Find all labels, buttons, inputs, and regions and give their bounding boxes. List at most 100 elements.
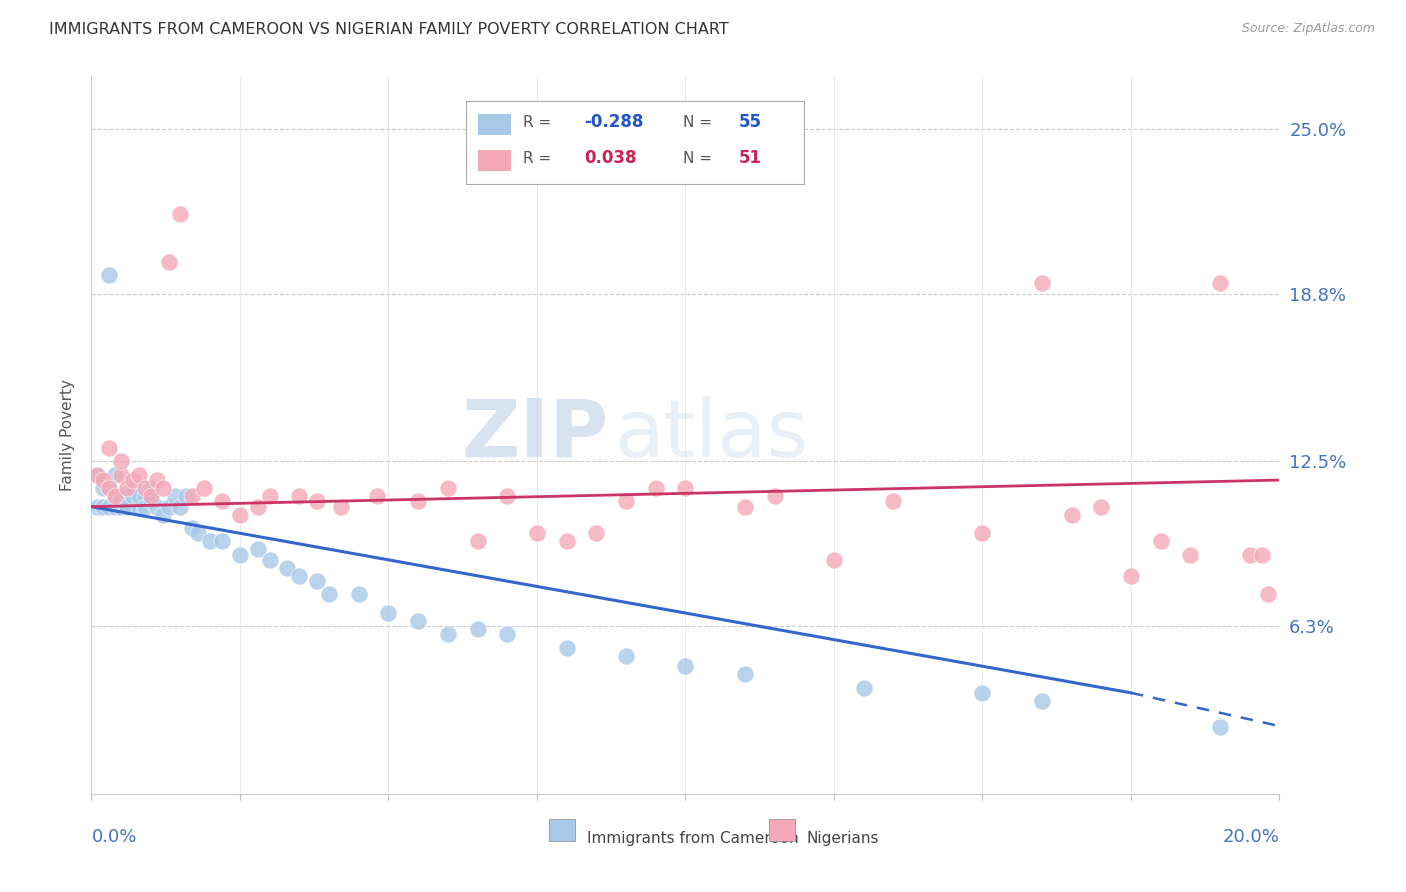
- Text: IMMIGRANTS FROM CAMEROON VS NIGERIAN FAMILY POVERTY CORRELATION CHART: IMMIGRANTS FROM CAMEROON VS NIGERIAN FAM…: [49, 22, 728, 37]
- Point: [246, 500, 269, 514]
- Y-axis label: Family Poverty: Family Poverty: [60, 379, 76, 491]
- Point: [1239, 548, 1261, 562]
- Point: [555, 534, 578, 549]
- Point: [187, 526, 209, 541]
- Point: [110, 489, 132, 503]
- Point: [98, 500, 121, 514]
- Point: [104, 489, 127, 503]
- Point: [169, 207, 191, 221]
- Point: [1090, 500, 1112, 514]
- Point: [852, 681, 875, 695]
- Point: [122, 481, 145, 495]
- Point: [229, 508, 252, 522]
- Point: [145, 500, 167, 514]
- Point: [823, 553, 845, 567]
- Point: [614, 648, 637, 663]
- Point: [467, 534, 489, 549]
- Text: Immigrants from Cameroon: Immigrants from Cameroon: [586, 831, 799, 847]
- Point: [1250, 548, 1272, 562]
- Point: [104, 500, 127, 514]
- Point: [115, 481, 138, 495]
- Point: [115, 489, 138, 503]
- Point: [134, 481, 156, 495]
- Point: [329, 500, 352, 514]
- Point: [276, 561, 298, 575]
- Point: [122, 489, 145, 503]
- FancyBboxPatch shape: [769, 819, 794, 840]
- Point: [1031, 694, 1053, 708]
- Point: [406, 494, 429, 508]
- FancyBboxPatch shape: [548, 819, 575, 840]
- Point: [1149, 534, 1171, 549]
- Text: N =: N =: [683, 115, 711, 130]
- Point: [152, 508, 174, 522]
- Point: [614, 494, 637, 508]
- Point: [86, 467, 108, 482]
- Text: 0.0%: 0.0%: [91, 829, 136, 847]
- Point: [98, 481, 121, 495]
- Point: [176, 489, 198, 503]
- Point: [91, 473, 114, 487]
- Text: 0.038: 0.038: [585, 149, 637, 168]
- Point: [526, 526, 548, 541]
- Point: [288, 569, 311, 583]
- Point: [406, 614, 429, 628]
- Point: [181, 521, 204, 535]
- Point: [734, 500, 756, 514]
- Point: [673, 481, 696, 495]
- Point: [347, 587, 370, 601]
- Text: ZIP: ZIP: [461, 396, 609, 474]
- Point: [882, 494, 904, 508]
- Point: [467, 622, 489, 636]
- Text: atlas: atlas: [614, 396, 808, 474]
- Point: [673, 659, 696, 673]
- Point: [145, 473, 167, 487]
- Point: [972, 686, 994, 700]
- Point: [193, 481, 215, 495]
- Point: [152, 481, 174, 495]
- Point: [259, 553, 281, 567]
- Point: [496, 489, 519, 503]
- Point: [128, 467, 150, 482]
- FancyBboxPatch shape: [478, 150, 510, 171]
- Point: [555, 640, 578, 655]
- Point: [259, 489, 281, 503]
- Point: [1031, 277, 1053, 291]
- Point: [157, 255, 180, 269]
- Point: [98, 481, 121, 495]
- Point: [1060, 508, 1083, 522]
- Point: [377, 606, 399, 620]
- Point: [134, 489, 156, 503]
- Point: [98, 268, 121, 283]
- Point: [1209, 277, 1232, 291]
- Point: [211, 534, 233, 549]
- Text: 55: 55: [740, 113, 762, 131]
- Text: N =: N =: [683, 151, 711, 166]
- Point: [86, 500, 108, 514]
- Point: [115, 500, 138, 514]
- Point: [288, 489, 311, 503]
- Point: [318, 587, 340, 601]
- Point: [211, 494, 233, 508]
- Point: [115, 500, 138, 514]
- Point: [128, 500, 150, 514]
- Point: [128, 489, 150, 503]
- Point: [110, 454, 132, 468]
- FancyBboxPatch shape: [478, 114, 510, 136]
- Point: [110, 467, 132, 482]
- Point: [972, 526, 994, 541]
- Point: [104, 467, 127, 482]
- Text: Source: ZipAtlas.com: Source: ZipAtlas.com: [1241, 22, 1375, 36]
- Text: 51: 51: [740, 149, 762, 168]
- Point: [157, 500, 180, 514]
- Point: [86, 467, 108, 482]
- Point: [122, 473, 145, 487]
- Point: [139, 481, 162, 495]
- Point: [496, 627, 519, 641]
- Text: 20.0%: 20.0%: [1223, 829, 1279, 847]
- Point: [91, 500, 114, 514]
- Point: [163, 489, 186, 503]
- Point: [246, 542, 269, 557]
- Point: [734, 667, 756, 681]
- Point: [169, 500, 191, 514]
